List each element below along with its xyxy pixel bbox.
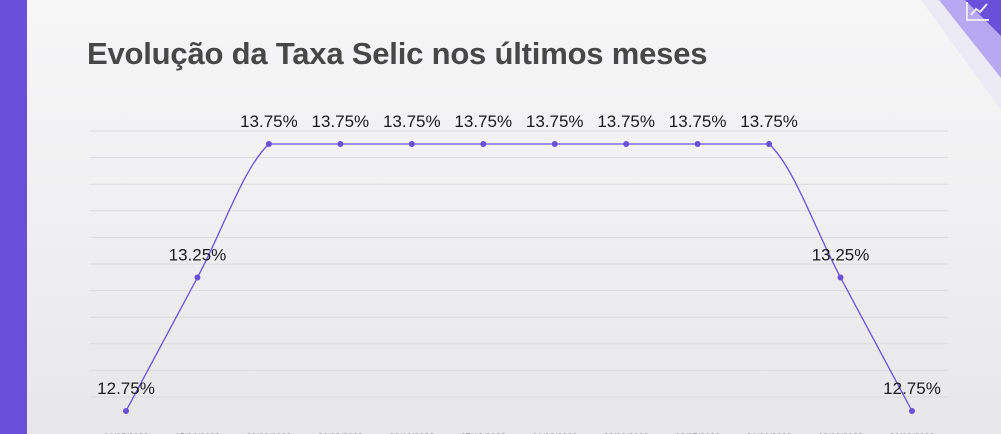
data-label: 13.75% <box>526 112 584 131</box>
data-point[interactable] <box>766 141 773 147</box>
data-label: 13.75% <box>312 112 370 131</box>
data-point[interactable] <box>909 408 915 414</box>
x-tick-label: 15/06/2022 <box>175 432 220 434</box>
chart-line-icon <box>966 2 989 21</box>
x-tick-label: 03/05/2023 <box>675 432 720 434</box>
data-labels: 12.75% 13.25% 13.75% 13.75% 13.75% 13.75% 13.7… <box>97 112 941 398</box>
data-point[interactable] <box>408 141 415 147</box>
x-tick-label: 07/12/2022 <box>461 432 506 434</box>
x-tick-label: 20/09/2023 <box>889 432 934 434</box>
data-points <box>123 141 915 414</box>
data-point[interactable] <box>123 408 129 414</box>
data-point[interactable] <box>623 141 630 147</box>
x-tick-label: 03/08/2022 <box>246 432 291 434</box>
data-point[interactable] <box>480 141 487 147</box>
x-tick-label: 01/02/2023 <box>532 432 577 434</box>
data-point[interactable] <box>837 274 844 281</box>
data-point[interactable] <box>551 141 558 147</box>
x-tick-label: 21/09/2022 <box>318 432 363 434</box>
data-label: 13.25% <box>169 246 227 265</box>
data-point[interactable] <box>265 141 272 147</box>
chart-title: Evolução da Taxa Selic nos últimos meses <box>87 36 708 71</box>
data-label: 13.75% <box>597 112 655 131</box>
data-point[interactable] <box>694 141 701 147</box>
data-point[interactable] <box>337 141 344 147</box>
left-accent-bar <box>0 0 27 434</box>
x-tick-label: 21/06/2023 <box>747 432 792 434</box>
x-tick-label: 04/05/2022 <box>103 432 148 434</box>
chart-grid <box>90 130 948 398</box>
x-tick-label: 22/03/2023 <box>604 432 649 434</box>
selic-series-line <box>125 143 913 412</box>
x-tick-label: 02/08/2023 <box>818 432 863 434</box>
data-label: 13.75% <box>383 112 441 131</box>
data-label: 13.75% <box>240 112 298 131</box>
x-tick-label: 26/10/2022 <box>389 432 434 434</box>
data-label: 13.75% <box>454 112 512 131</box>
data-label: 13.75% <box>669 112 727 131</box>
data-label: 12.75% <box>883 379 941 398</box>
data-label: 12.75% <box>97 379 155 398</box>
data-point[interactable] <box>194 274 201 281</box>
x-axis-tick-labels: 04/05/2022 15/06/2022 03/08/2022 21/09/2022… <box>103 432 934 434</box>
data-label: 13.25% <box>812 246 870 265</box>
data-label: 13.75% <box>740 112 798 131</box>
